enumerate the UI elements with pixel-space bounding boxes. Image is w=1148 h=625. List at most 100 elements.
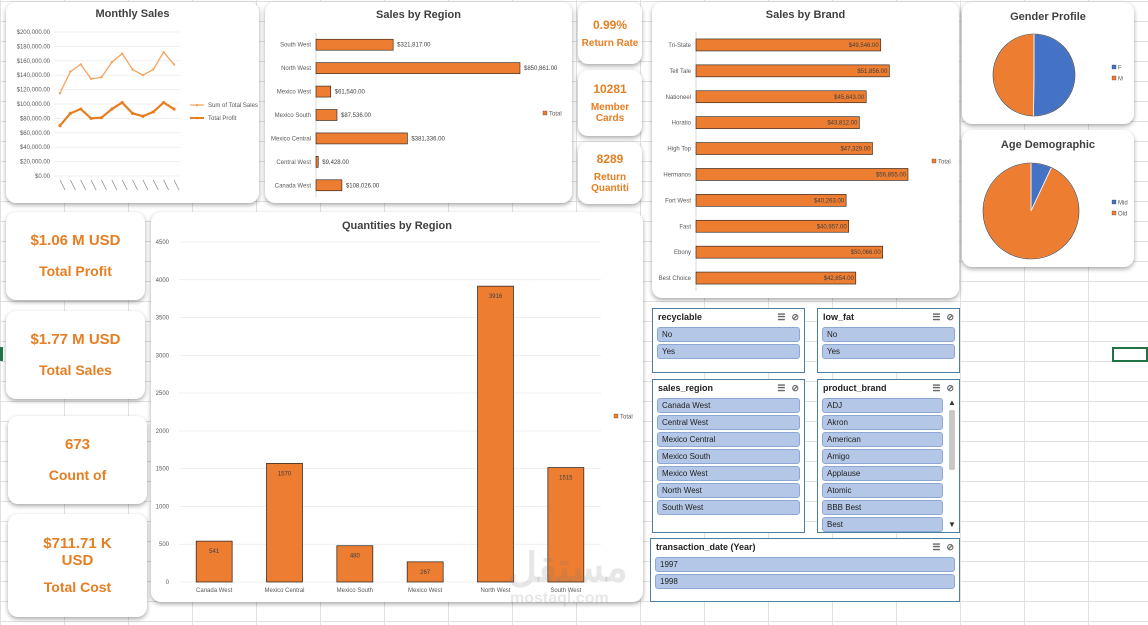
pie-slice [1033, 33, 1076, 117]
bar [695, 116, 860, 129]
data-label: $321,817.00 [397, 43, 431, 49]
slicer-item[interactable]: Mexico Central [657, 432, 800, 447]
data-point [69, 70, 72, 73]
selected-cell[interactable] [1112, 347, 1148, 362]
sales-by-region-title: Sales by Region [376, 9, 461, 21]
kpi-return-rate-value: 0.99% [592, 17, 628, 32]
bar [695, 142, 873, 155]
bar [315, 38, 394, 51]
slicer-product-brand[interactable]: product_brand ☰ ⊘ ADJ Akron American Amig… [817, 379, 960, 533]
data-point [79, 107, 83, 111]
sales-by-brand-chart: Tri-State $49,546.00 Tell Tale $51,856.00 Na… [659, 32, 951, 291]
sales-by-region-card[interactable]: Sales by Region South West $321,817.00 Nor… [265, 2, 572, 203]
gender-profile-chart: FM [992, 33, 1123, 117]
legend-swatch [1111, 199, 1117, 205]
sales-by-region-chart: South West $321,817.00 North West $850,861.… [271, 33, 562, 197]
x-tick-mark [163, 179, 169, 191]
y-tick-label: 0 [166, 580, 170, 586]
x-tick-label: South West [550, 588, 581, 594]
slicer-item[interactable]: Mexico West [657, 466, 800, 481]
slicer-item[interactable]: BBB Best [822, 500, 943, 515]
kpi-total-profit-value: $1.06 M USD [30, 232, 121, 249]
slicer-item[interactable]: South West [657, 500, 800, 515]
slicer-item[interactable]: Mexico South [657, 449, 800, 464]
legend-swatch [1111, 210, 1117, 216]
slicer-item[interactable]: Yes [822, 344, 955, 359]
slicer-item[interactable]: 1998 [655, 574, 955, 589]
bar [336, 545, 374, 583]
data-label: $51,856.00 [857, 69, 888, 75]
y-tick-label: $100,000.00 [17, 102, 51, 108]
bar [406, 561, 444, 583]
multi-select-icon[interactable]: ☰ [932, 541, 941, 552]
category-label: Nationeel [666, 95, 691, 101]
multi-select-icon[interactable]: ☰ [777, 311, 786, 322]
bar [266, 463, 303, 583]
clear-filter-icon[interactable]: ⊘ [791, 382, 799, 393]
slicer-item[interactable]: No [822, 327, 955, 342]
kpi-total-sales-label: Total Sales [39, 362, 112, 378]
slicer-item[interactable]: Central West [657, 415, 800, 430]
clear-filter-icon[interactable]: ⊘ [946, 382, 954, 393]
kpi-return-quantities-label: Return Quantiti [591, 172, 629, 194]
y-tick-label: 4000 [156, 278, 170, 284]
slicer-item[interactable]: 1997 [655, 557, 955, 572]
data-label: 1515 [559, 476, 573, 482]
scroll-down-icon[interactable]: ▼ [948, 520, 956, 529]
legend-label: Total [938, 160, 951, 166]
x-tick-mark [80, 179, 87, 191]
y-tick-label: 3500 [156, 316, 170, 322]
data-point [162, 50, 165, 54]
legend-label: Sum of Total Sales [208, 103, 258, 109]
slicer-item[interactable]: Yes [657, 344, 800, 359]
slicer-sales-region[interactable]: sales_region ☰ ⊘ Canada West Central West… [652, 379, 805, 533]
legend-label: M [1118, 77, 1123, 83]
data-label: $56,855.00 [876, 172, 907, 178]
slicer-item[interactable]: Canada West [657, 398, 800, 413]
category-label: Tell Tale [669, 69, 691, 75]
slicer-item[interactable]: Atomic [822, 483, 943, 498]
scroll-up-icon[interactable]: ▲ [948, 398, 956, 407]
bar [695, 64, 890, 78]
data-label: $40,957.00 [817, 224, 848, 230]
monthly-sales-title: Monthly Sales [95, 8, 170, 20]
bar [695, 90, 867, 104]
slicer-item[interactable]: American [822, 432, 943, 447]
multi-select-icon[interactable]: ☰ [932, 382, 941, 393]
y-tick-label: 2000 [156, 429, 170, 435]
slicer-item[interactable]: No [657, 327, 800, 342]
slicer-item[interactable]: Best [822, 517, 943, 532]
slicer-low-fat[interactable]: low_fat ☰ ⊘ No Yes [817, 308, 960, 373]
data-label: $47,329.00 [840, 147, 871, 153]
kpi-return-rate: 0.99% Return Rate [578, 2, 642, 64]
data-point [89, 77, 93, 81]
slicer-item[interactable]: North West [657, 483, 800, 498]
data-label: $61,540.00 [335, 90, 366, 96]
clear-filter-icon[interactable]: ⊘ [946, 541, 954, 552]
scroll-thumb[interactable] [949, 410, 955, 470]
multi-select-icon[interactable]: ☰ [932, 311, 941, 322]
data-point [68, 111, 72, 115]
sales-by-brand-card[interactable]: Sales by Brand Tri-State $49,546.00 Tell T… [652, 2, 959, 298]
slicer-item[interactable]: Amigo [822, 449, 943, 464]
slicer-item[interactable]: Akron [822, 415, 943, 430]
multi-select-icon[interactable]: ☰ [777, 382, 786, 393]
quantities-by-region-card[interactable]: Quantities by Region 0 500 1000 1500 2000 250… [151, 212, 643, 602]
slicer-recyclable[interactable]: recyclable ☰ ⊘ No Yes [652, 308, 805, 373]
slicer-transaction-date[interactable]: transaction_date (Year) ☰ ⊘ 1997 1998 [650, 538, 960, 602]
slicer-item[interactable]: Applause [822, 466, 943, 481]
y-tick-label: $60,000.00 [20, 131, 51, 137]
clear-filter-icon[interactable]: ⊘ [946, 311, 954, 322]
y-tick-label: 4500 [156, 240, 170, 246]
monthly-sales-chart: $200,000.00 $180,000.00 $160,000.00 $140,00… [17, 30, 258, 191]
slicer-item[interactable]: ADJ [822, 398, 943, 413]
pie-outline [992, 33, 1076, 117]
age-demographic-card[interactable]: Age Demographic Mid Old [962, 130, 1134, 267]
legend-marker [195, 116, 199, 120]
slicer-scrollbar[interactable]: ▲ ▼ [947, 398, 957, 530]
data-label: $40,263.00 [814, 198, 845, 204]
monthly-sales-card[interactable]: Monthly Sales $200,000.00 $180,000.00 $160… [6, 2, 259, 203]
clear-filter-icon[interactable]: ⊘ [791, 311, 799, 322]
bar [695, 219, 850, 233]
